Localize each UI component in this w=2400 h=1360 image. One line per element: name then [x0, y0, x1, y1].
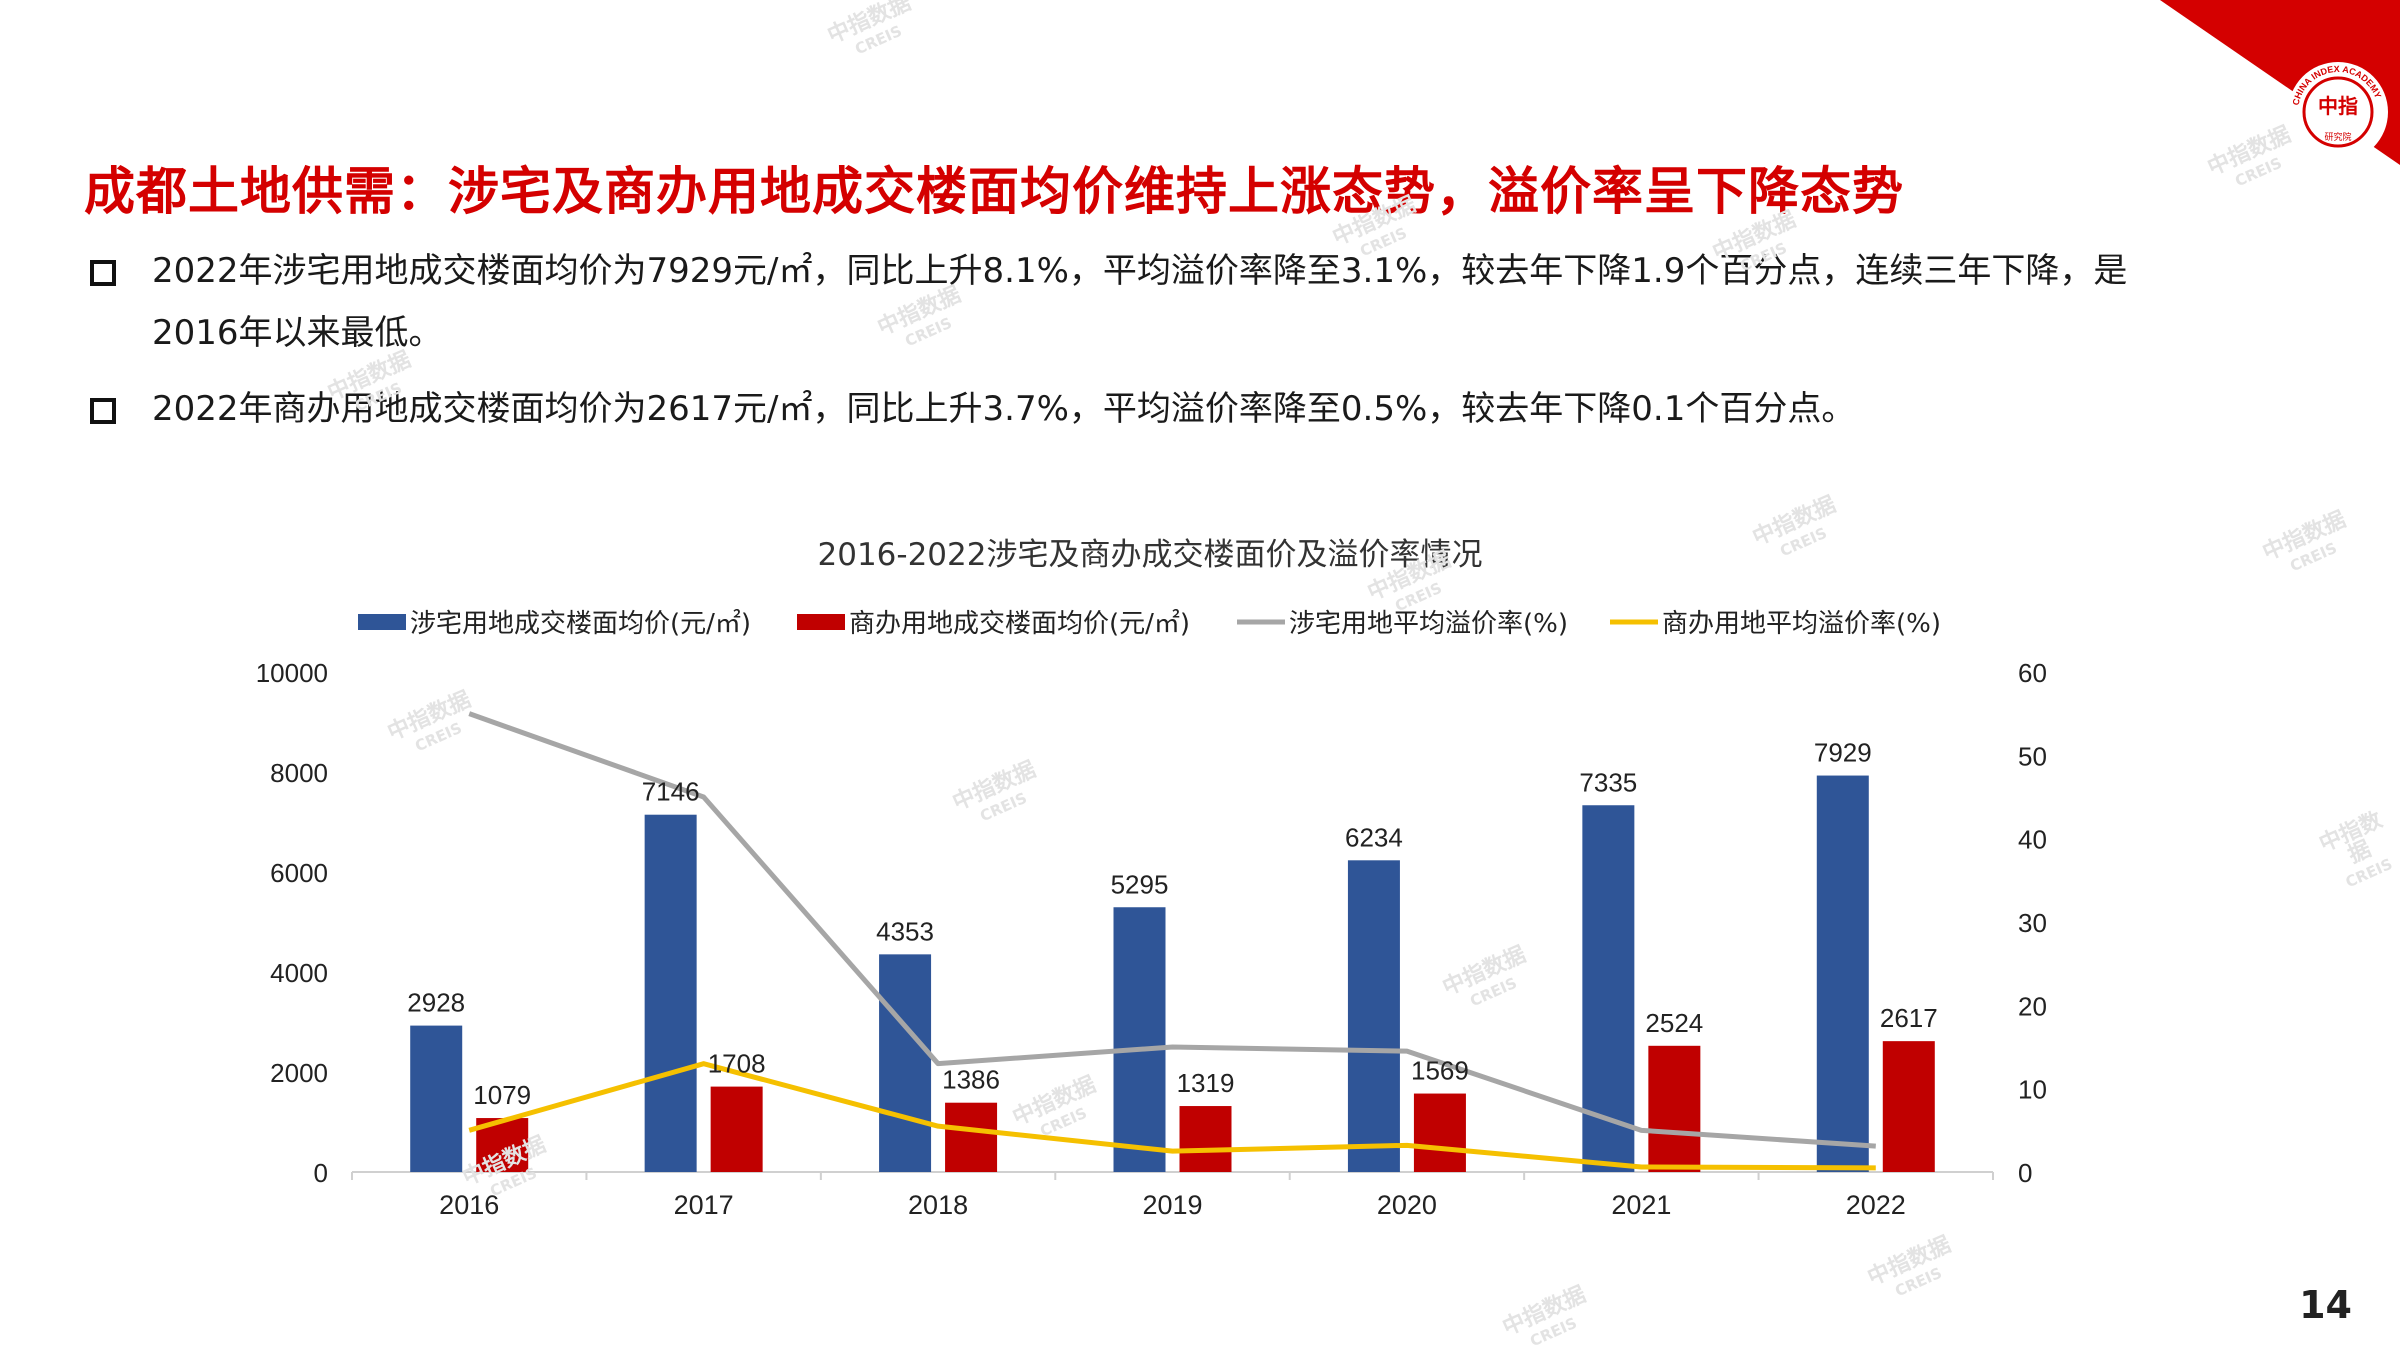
bar-data-label: 2928 — [407, 988, 465, 1018]
x-tick-label: 2019 — [1142, 1190, 1202, 1220]
page-number: 14 — [2299, 1283, 2352, 1327]
y-left-tick-label: 2000 — [270, 1058, 328, 1088]
legend-label: 涉宅用地平均溢价率(%) — [1289, 609, 1568, 639]
bar-residential — [1348, 860, 1400, 1172]
bar-data-label: 7146 — [642, 777, 700, 807]
y-left-tick-label: 8000 — [270, 758, 328, 788]
bar-residential — [879, 954, 931, 1172]
legend-label: 涉宅用地成交楼面均价(元/㎡) — [410, 609, 751, 639]
chart-title: 2016-2022涉宅及商办成交楼面价及溢价率情况 — [818, 537, 1483, 573]
bar-data-label: 1319 — [1177, 1068, 1235, 1098]
y-right-tick-label: 20 — [2018, 991, 2047, 1021]
bar-data-label: 1708 — [708, 1049, 766, 1079]
x-tick-label: 2021 — [1611, 1190, 1671, 1220]
bar-commercial — [1648, 1046, 1700, 1172]
legend-label: 商办用地成交楼面均价(元/㎡) — [849, 609, 1190, 639]
bar-commercial — [711, 1087, 763, 1172]
y-right-tick-label: 0 — [2018, 1158, 2032, 1188]
y-right-tick-label: 40 — [2018, 825, 2047, 855]
x-tick-label: 2022 — [1846, 1190, 1906, 1220]
y-left-tick-label: 0 — [314, 1158, 328, 1188]
y-right-tick-label: 50 — [2018, 741, 2047, 771]
y-right-tick-label: 10 — [2018, 1075, 2047, 1105]
legend-swatch — [358, 614, 406, 630]
x-tick-label: 2020 — [1377, 1190, 1437, 1220]
bar-commercial — [1883, 1041, 1935, 1172]
bar-data-label: 5295 — [1111, 869, 1169, 899]
bar-commercial — [1414, 1094, 1466, 1172]
bar-residential — [645, 815, 697, 1172]
bar-commercial — [1180, 1106, 1232, 1172]
y-left-tick-label: 4000 — [270, 958, 328, 988]
x-tick-label: 2017 — [674, 1190, 734, 1220]
bar-residential — [1817, 776, 1869, 1172]
legend-label: 商办用地平均溢价率(%) — [1662, 609, 1941, 639]
bar-residential — [410, 1026, 462, 1172]
bar-data-label: 6234 — [1345, 822, 1403, 852]
chart-data-labels: 2928 7146 4353 5295 6234 7335 7929 1079 1708 1386… — [407, 738, 1937, 1111]
bar-data-label: 7929 — [1814, 738, 1872, 768]
bar-data-label: 1079 — [473, 1080, 531, 1110]
x-tick-label: 2018 — [908, 1190, 968, 1220]
bar-data-label: 4353 — [876, 916, 934, 946]
bar-data-label: 1386 — [942, 1065, 1000, 1095]
bar-data-label: 2524 — [1645, 1008, 1703, 1038]
legend-swatch — [797, 614, 845, 630]
bar-data-label: 1569 — [1411, 1056, 1469, 1086]
chart-legend: 涉宅用地成交楼面均价(元/㎡) 商办用地成交楼面均价(元/㎡) 涉宅用地平均溢价率(… — [358, 609, 1941, 639]
y-right-tick-label: 60 — [2018, 658, 2047, 688]
chart-bars — [410, 776, 1935, 1172]
bar-commercial — [945, 1103, 997, 1172]
y-left-tick-label: 6000 — [270, 858, 328, 888]
y-right-tick-label: 30 — [2018, 908, 2047, 938]
y-left-tick-label: 10000 — [256, 658, 328, 688]
bar-data-label: 2617 — [1880, 1003, 1938, 1033]
bar-data-label: 7335 — [1579, 767, 1637, 797]
bar-residential — [1114, 907, 1166, 1172]
